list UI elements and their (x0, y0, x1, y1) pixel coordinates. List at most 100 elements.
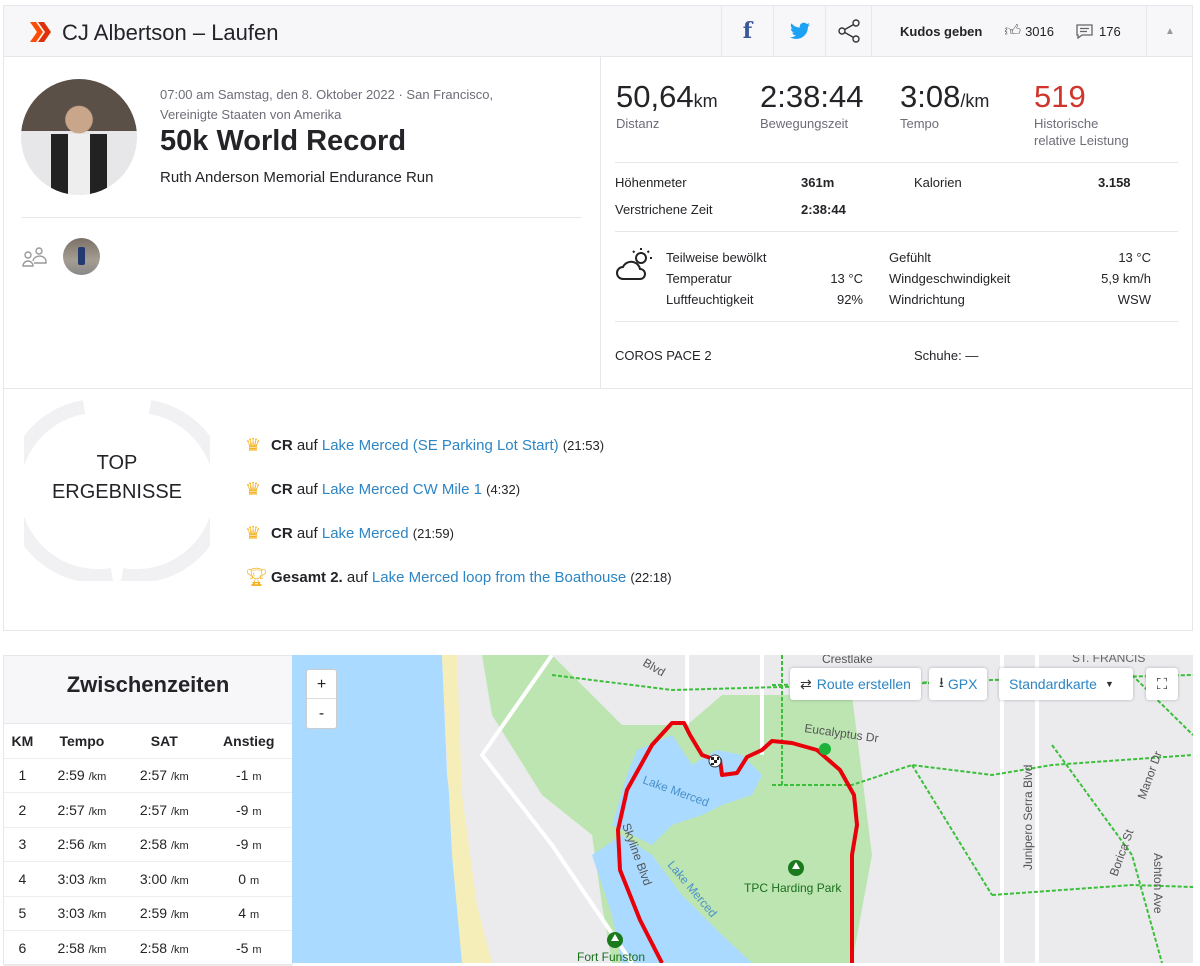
top-result-item: 🏆︎ Gesamt 2. auf Lake Merced loop from t… (245, 555, 672, 599)
split-elevation: -1 m (205, 758, 292, 793)
split-km: 4 (4, 861, 41, 897)
split-km: 2 (4, 792, 41, 828)
segment-link[interactable]: Lake Merced (SE Parking Lot Start) (321, 436, 559, 454)
result-rank: CR (271, 436, 293, 454)
divider (615, 231, 1178, 232)
map-label-fort: Fort Funston (577, 950, 645, 963)
activity-datetime-location: 07:00 am Samstag, den 8. Oktober 2022 · … (160, 85, 493, 125)
split-row: 1 2:59 /km 2:57 /km -1 m (4, 758, 292, 793)
segment-link[interactable]: Lake Merced loop from the Boathouse (371, 568, 627, 586)
fullscreen-button[interactable]: ⛶ (1146, 668, 1178, 700)
elapsed-value: 2:38:44 (801, 202, 846, 217)
map-label-ashton: Ashton Ave (1151, 853, 1165, 914)
zoom-controls: + - (306, 669, 337, 729)
fullscreen-icon: ⛶ (1156, 675, 1168, 693)
crown-icon: ♛ (245, 478, 262, 499)
splits-title: Zwischenzeiten (4, 656, 292, 724)
collapse-button[interactable]: ▲ (1146, 6, 1193, 56)
elapsed-label: Verstrichene Zeit (615, 202, 713, 217)
split-km: 3 (4, 827, 41, 862)
stat-relative-effort[interactable]: 519 Historische relative Leistung (1034, 79, 1129, 148)
split-pace: 2:56 /km (40, 827, 124, 862)
comment-count[interactable]: 176 (1099, 23, 1121, 39)
route-map[interactable]: Lake Merced Lake Merced TPC Harding Park… (292, 655, 1193, 963)
thumbs-up-icon[interactable]: 👍︎ (1004, 22, 1022, 40)
stat-moving-time: 2:38:44 Bewegungszeit (760, 79, 864, 131)
comment-icon[interactable] (1076, 23, 1093, 39)
kudos-count[interactable]: 3016 (1025, 23, 1054, 39)
give-kudos-button[interactable]: Kudos geben (900, 23, 983, 39)
twitter-share-button[interactable] (773, 6, 825, 56)
activity-description: Ruth Anderson Memorial Endurance Run (160, 169, 434, 186)
fort-marker-icon (607, 932, 623, 948)
result-rank: CR (271, 480, 293, 498)
top-result-item: ♛ CR auf Lake Merced (21:59) (245, 511, 672, 555)
page-title: CJ Albertson – Laufen (62, 20, 279, 45)
split-elevation: -9 m (205, 827, 292, 862)
map-label-junipero: Junipero Serra Blvd (1021, 765, 1035, 870)
lake-south (592, 835, 752, 963)
segment-link[interactable]: Lake Merced CW Mile 1 (321, 480, 482, 498)
crown-icon: ♛ (245, 434, 262, 455)
split-row: 6 2:58 /km 2:58 /km -5 m (4, 930, 292, 966)
split-km: 6 (4, 930, 41, 966)
divider (615, 321, 1178, 322)
facebook-share-button[interactable]: f (721, 6, 773, 56)
athlete-avatar[interactable] (21, 79, 137, 195)
top-results-section: TOP ERGEBNISSE ♛ CR auf Lake Merced (SE P… (3, 388, 1193, 631)
activity-datetime: 07:00 am Samstag, den 8. Oktober 2022 · … (160, 87, 494, 102)
top-result-item: ♛ CR auf Lake Merced CW Mile 1 (4:32) (245, 467, 672, 511)
ocean (292, 655, 462, 963)
map-canvas[interactable]: Lake Merced Lake Merced TPC Harding Park… (292, 655, 1193, 963)
map-label-stfrancis: ST. FRANCIS (1072, 655, 1145, 665)
result-rank: CR (271, 524, 293, 542)
facebook-icon: f (742, 18, 753, 44)
splits-column-header: Tempo (40, 724, 124, 759)
splits-column-header: SAT (123, 724, 206, 759)
result-connector: auf (296, 436, 318, 454)
lake-north (612, 735, 762, 845)
activity-stats: 50,64km Distanz 2:38:44 Bewegungszeit 3:08… (600, 57, 1193, 389)
result-time: (21:59) (412, 525, 454, 541)
splits-column-header: Anstieg (205, 724, 292, 759)
route-line (616, 721, 859, 963)
split-elevation: -5 m (205, 930, 292, 966)
split-pace: 2:59 /km (40, 758, 124, 793)
result-connector: auf (346, 568, 368, 586)
group-activity-icon (22, 247, 47, 267)
split-pace: 2:57 /km (40, 792, 124, 828)
calories-label: Kalorien (914, 175, 962, 190)
weather-left: Teilweise bewölkt Temperatur Luftfeuchtigk… (666, 250, 767, 307)
zoom-in-button[interactable]: + (307, 670, 336, 699)
split-row: 2 2:57 /km 2:57 /km -9 m (4, 792, 292, 828)
segment-link[interactable]: Lake Merced (321, 524, 409, 542)
split-gap: 2:57 /km (123, 792, 206, 828)
crown-icon: ♛ (245, 522, 262, 543)
shoes: Schuhe: — (914, 348, 979, 363)
split-gap: 2:57 /km (123, 758, 206, 793)
weather-right: Gefühlt Windgeschwindigkeit Windrichtung (889, 250, 1011, 307)
laurel-wreath-icon (24, 400, 210, 581)
share-button[interactable] (825, 6, 871, 56)
map-type-dropdown[interactable]: Standardkarte ▼ (999, 668, 1133, 700)
group-athlete-avatar[interactable] (63, 238, 100, 275)
split-pace: 3:03 /km (40, 896, 124, 931)
collapse-caret-icon: ▲ (1165, 25, 1175, 37)
create-route-button[interactable]: ⇄ Route erstellen (790, 668, 921, 700)
top-result-item: ♛ CR auf Lake Merced (SE Parking Lot Sta… (245, 423, 672, 467)
beach (442, 655, 492, 963)
route-start-marker[interactable] (819, 743, 831, 755)
strava-logo (30, 22, 51, 42)
split-gap: 2:58 /km (123, 827, 206, 862)
gpx-download-button[interactable]: ⭳ GPX (929, 668, 988, 700)
partly-cloudy-icon (616, 248, 652, 280)
stat-distance: 50,64km Distanz (616, 79, 718, 131)
route-icon: ⇄ (800, 675, 812, 692)
elevation-label: Höhenmeter (615, 175, 687, 190)
map-label-park: TPC Harding Park (744, 881, 842, 895)
zoom-out-button[interactable]: - (318, 705, 325, 722)
result-connector: auf (296, 524, 318, 542)
divider (22, 217, 582, 218)
split-km: 5 (4, 896, 41, 931)
route-finish-marker[interactable] (708, 754, 722, 768)
